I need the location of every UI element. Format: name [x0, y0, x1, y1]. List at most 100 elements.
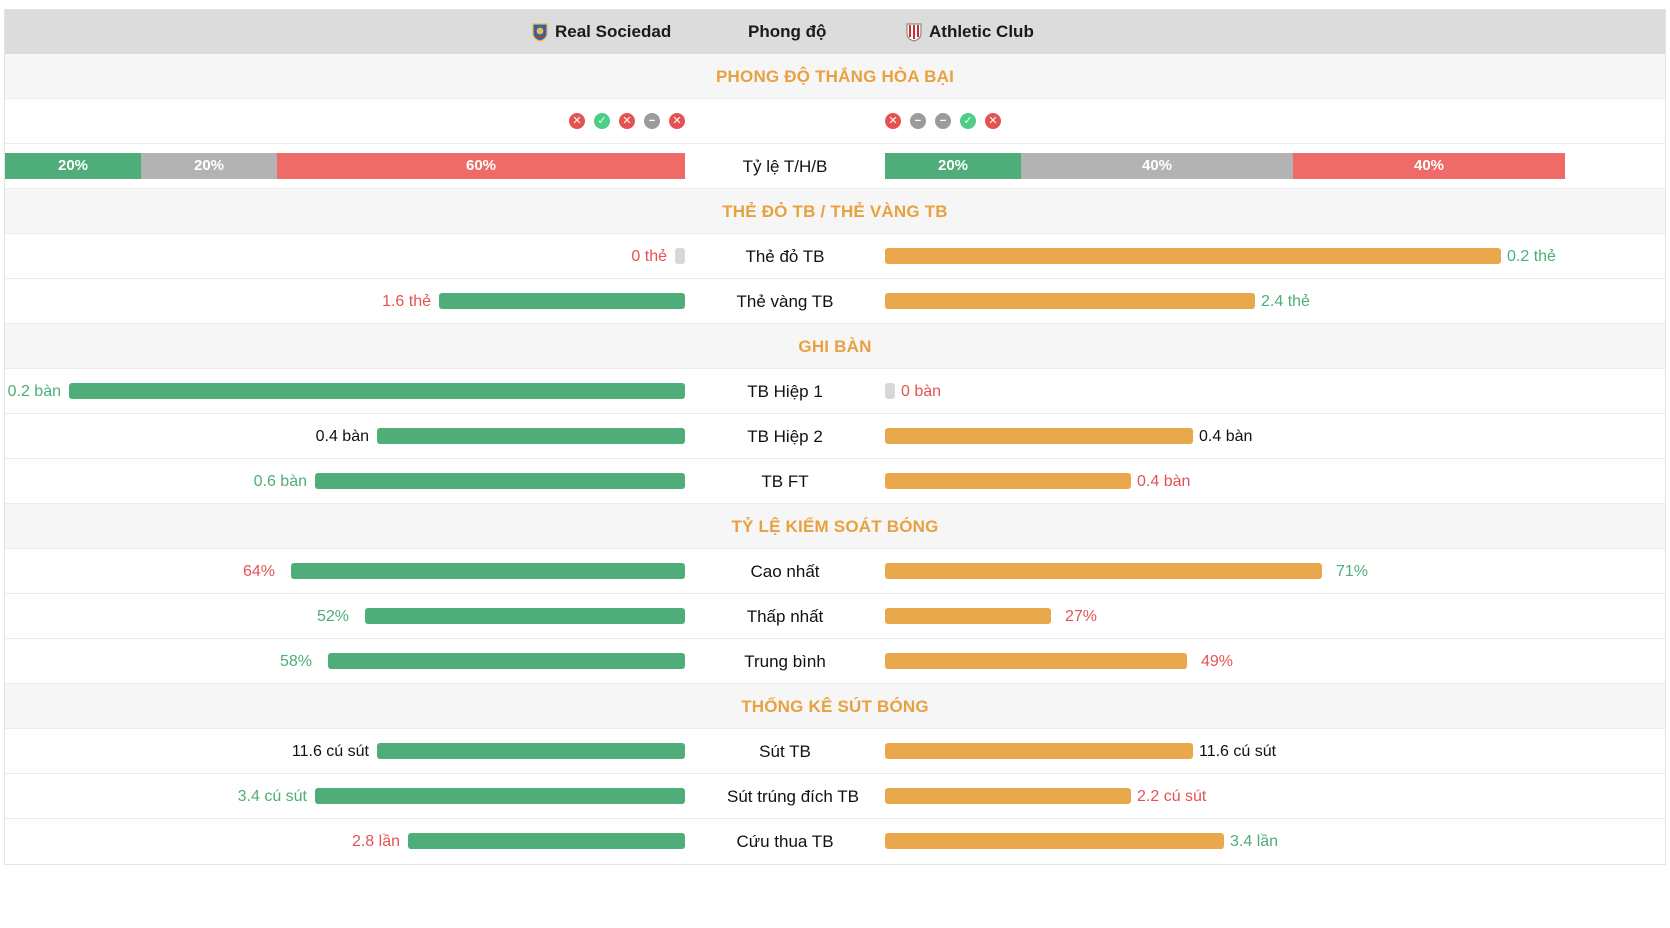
- away-form-icons: ✕ − − ✓ ✕: [885, 113, 1001, 129]
- form-icons-row: ✕ ✓ ✕ − ✕ ✕ − − ✓ ✕: [5, 99, 1665, 144]
- stat-label-second-half: TB Hiệp 2: [747, 427, 823, 446]
- home-bar-shots-on-target: [315, 788, 685, 804]
- away-bar-second-half: [885, 428, 1193, 444]
- away-draw-segment: 40%: [1021, 153, 1293, 179]
- away-bar-saves: [885, 833, 1224, 849]
- away-value-shots-avg: 11.6 cú sút: [1199, 743, 1277, 760]
- check-circle-icon: ✓: [594, 113, 610, 129]
- stat-label-first-half: TB Hiệp 1: [747, 382, 823, 401]
- stat-row-shots-avg: 11.6 cú sút Sút TB 11.6 cú sút: [5, 729, 1665, 774]
- away-team-name: Athletic Club: [929, 22, 1034, 41]
- home-bar-second-half: [377, 428, 685, 444]
- stat-row-first-half: 0.2 bàn TB Hiệp 1 0 bàn: [5, 369, 1665, 414]
- section-title-goals: GHI BÀN: [798, 337, 872, 356]
- away-bar-yellow-cards: [885, 293, 1255, 309]
- away-bar-red-cards: [885, 248, 1501, 264]
- away-wdl-bar: 20% 40% 40%: [885, 144, 1565, 189]
- home-value-red-cards: 0 thẻ: [631, 248, 667, 265]
- home-draw-pct: 20%: [193, 157, 225, 174]
- stat-label-saves: Cứu thua TB: [736, 832, 834, 851]
- away-bar-lowest: [885, 608, 1051, 624]
- away-value-red-cards: 0.2 thẻ: [1507, 248, 1556, 265]
- home-value-shots-on-target: 3.4 cú sút: [237, 788, 307, 805]
- header-title-text: Phong độ: [748, 22, 827, 41]
- athletic-club-crest-icon: [906, 23, 922, 42]
- stat-row-yellow-cards: 1.6 thẻ Thẻ vàng TB 2.4 thẻ: [5, 279, 1665, 324]
- away-bar-highest: [885, 563, 1322, 579]
- section-title-form: PHONG ĐỘ THẮNG HÒA BẠI: [716, 67, 954, 86]
- home-team-name: Real Sociedad: [555, 22, 672, 41]
- team-form-comparison: Real Sociedad Phong độ Athletic Club PHO…: [4, 9, 1666, 865]
- stat-row-shots-on-target: 3.4 cú sút Sút trúng đích TB 2.2 cú sút: [5, 774, 1665, 819]
- home-team[interactable]: Real Sociedad: [531, 10, 671, 54]
- stat-label-lowest: Thấp nhất: [746, 607, 824, 626]
- home-value-average: 58%: [279, 653, 312, 670]
- away-bar-average: [885, 653, 1187, 669]
- minus-circle-icon: −: [910, 113, 926, 129]
- real-sociedad-crest-icon: [532, 23, 548, 42]
- x-circle-icon: ✕: [619, 113, 635, 129]
- away-value-lowest: 27%: [1065, 608, 1098, 625]
- section-title-cards: THẺ ĐỎ TB / THẺ VÀNG TB: [722, 202, 948, 221]
- stat-label-shots-on-target: Sút trúng đích TB: [727, 787, 859, 806]
- section-shots: THỐNG KÊ SÚT BÓNG: [5, 684, 1665, 729]
- away-loss-segment: 40%: [1293, 153, 1565, 179]
- away-bar-first-half: [885, 383, 895, 399]
- home-value-full-time: 0.6 bàn: [253, 473, 307, 490]
- stat-row-lowest: 52% Thấp nhất 27%: [5, 594, 1665, 639]
- stat-label-red-cards: Thẻ đỏ TB: [745, 247, 825, 266]
- home-value-lowest: 52%: [316, 608, 349, 625]
- home-value-second-half: 0.4 bàn: [315, 428, 369, 445]
- section-possession: TỶ LỆ KIỂM SOÁT BÓNG: [5, 504, 1665, 549]
- stat-label-full-time: TB FT: [761, 472, 809, 491]
- home-value-saves: 2.8 lần: [351, 833, 400, 850]
- check-circle-icon: ✓: [960, 113, 976, 129]
- home-value-highest: 64%: [242, 563, 275, 580]
- x-circle-icon: ✕: [569, 113, 585, 129]
- away-bar-shots-avg: [885, 743, 1193, 759]
- x-circle-icon: ✕: [985, 113, 1001, 129]
- stat-row-average: 58% Trung bình 49%: [5, 639, 1665, 684]
- section-cards: THẺ ĐỎ TB / THẺ VÀNG TB: [5, 189, 1665, 234]
- stat-row-highest: 64% Cao nhất 71%: [5, 549, 1665, 594]
- x-circle-icon: ✕: [669, 113, 685, 129]
- section-goals: GHI BÀN: [5, 324, 1665, 369]
- home-value-shots-avg: 11.6 cú sút: [291, 743, 369, 760]
- minus-circle-icon: −: [935, 113, 951, 129]
- x-circle-icon: ✕: [885, 113, 901, 129]
- home-wdl-bar: 20% 20% 60%: [5, 144, 685, 189]
- comparison-header: Real Sociedad Phong độ Athletic Club: [5, 10, 1665, 54]
- header-title: Phong độ: [748, 10, 826, 54]
- away-value-highest: 71%: [1336, 563, 1369, 580]
- wdl-label: Tỷ lệ T/H/B: [742, 157, 828, 176]
- away-win-pct: 20%: [937, 157, 969, 174]
- away-bar-full-time: [885, 473, 1131, 489]
- stat-row-saves: 2.8 lần Cứu thua TB 3.4 lần: [5, 819, 1665, 864]
- home-loss-pct: 60%: [465, 157, 497, 174]
- home-bar-highest: [291, 563, 685, 579]
- home-loss-segment: 60%: [277, 153, 685, 179]
- stat-row-full-time: 0.6 bàn TB FT 0.4 bàn: [5, 459, 1665, 504]
- home-draw-segment: 20%: [141, 153, 277, 179]
- home-value-yellow-cards: 1.6 thẻ: [382, 293, 431, 310]
- minus-circle-icon: −: [644, 113, 660, 129]
- away-value-first-half: 0 bàn: [901, 383, 942, 400]
- stat-label-average: Trung bình: [744, 652, 826, 671]
- wdl-row: 20% 20% 60% Tỷ lệ T/H/B 20% 40% 40%: [5, 144, 1665, 189]
- home-bar-shots-avg: [377, 743, 685, 759]
- away-bar-shots-on-target: [885, 788, 1131, 804]
- home-bar-full-time: [315, 473, 685, 489]
- away-team[interactable]: Athletic Club: [905, 10, 1034, 54]
- home-bar-yellow-cards: [439, 293, 685, 309]
- stat-row-second-half: 0.4 bàn TB Hiệp 2 0.4 bàn: [5, 414, 1665, 459]
- section-title-possession: TỶ LỆ KIỂM SOÁT BÓNG: [731, 517, 939, 536]
- home-value-first-half: 0.2 bàn: [7, 383, 61, 400]
- home-form-icons: ✕ ✓ ✕ − ✕: [569, 113, 685, 129]
- stat-row-red-cards: 0 thẻ Thẻ đỏ TB 0.2 thẻ: [5, 234, 1665, 279]
- home-bar-first-half: [69, 383, 685, 399]
- stat-label-highest: Cao nhất: [750, 562, 820, 581]
- section-form: PHONG ĐỘ THẮNG HÒA BẠI: [5, 54, 1665, 99]
- away-value-yellow-cards: 2.4 thẻ: [1261, 293, 1310, 310]
- home-bar-saves: [408, 833, 685, 849]
- section-title-shots: THỐNG KÊ SÚT BÓNG: [741, 697, 929, 716]
